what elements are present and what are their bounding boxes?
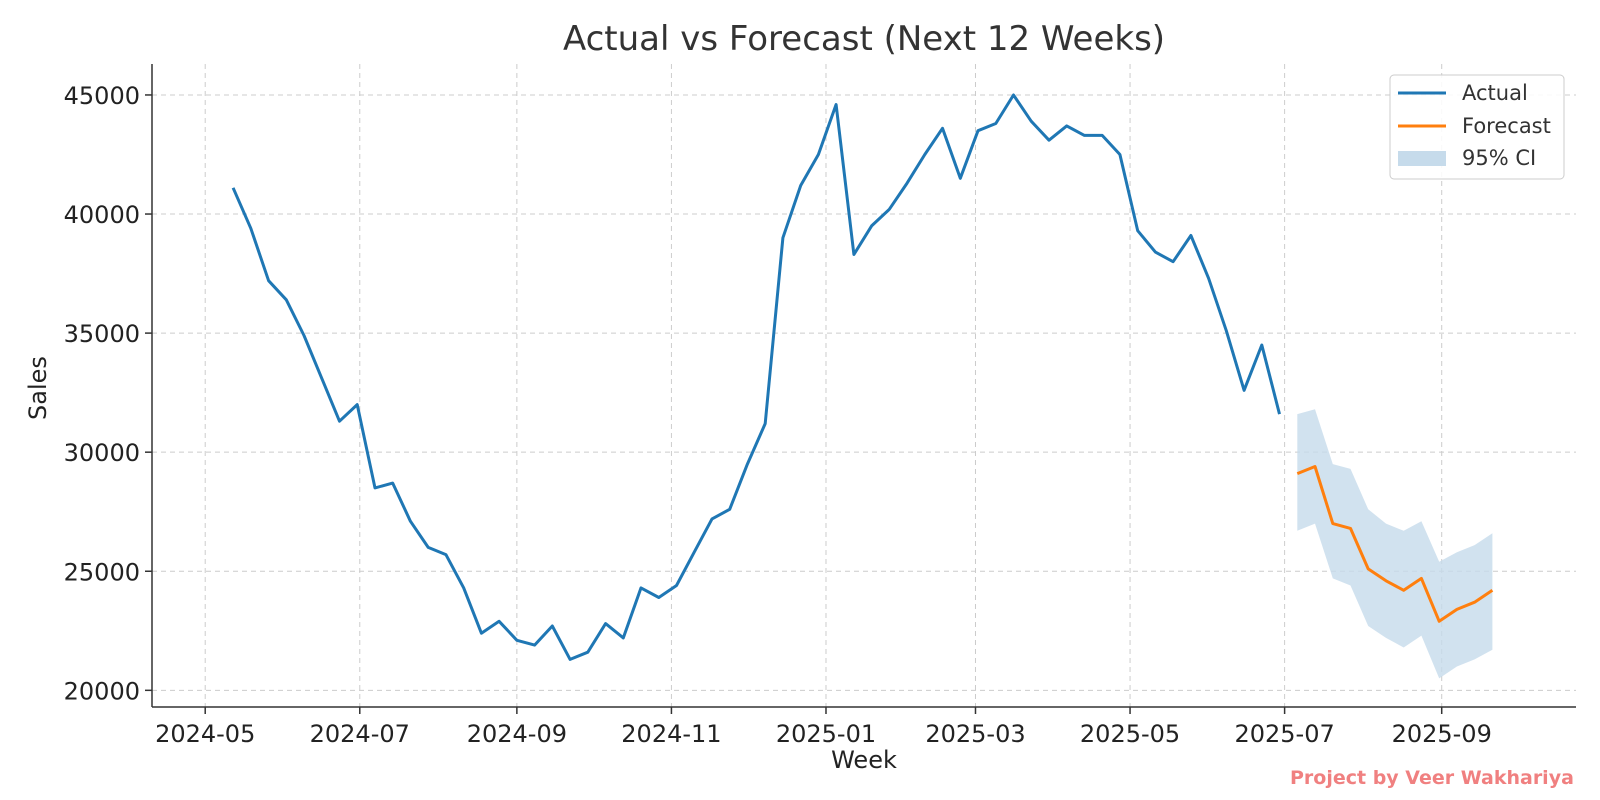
ci-band [1297, 409, 1493, 679]
x-tick-label: 2024-05 [155, 720, 255, 748]
x-tick-label: 2025-07 [1234, 720, 1334, 748]
axes [151, 64, 1576, 708]
actual-line [231, 93, 1281, 661]
legend-ci-swatch [1398, 151, 1446, 166]
x-tick-label: 2024-07 [310, 720, 410, 748]
x-ticks: 2024-05 2024-07 2024-09 2024-11 2025-01 2025-… [155, 707, 1492, 748]
y-tick-label: 30000 [64, 439, 140, 467]
x-tick-label: 2024-11 [621, 720, 721, 748]
ci-band-group [1297, 409, 1493, 679]
y-tick-label: 35000 [64, 320, 140, 348]
x-tick-label: 2025-01 [776, 720, 876, 748]
legend-ci-label: 95% CI [1462, 146, 1536, 170]
y-tick-label: 45000 [64, 82, 140, 110]
y-ticks: 20000 25000 30000 35000 40000 45000 [64, 82, 152, 705]
grid [152, 64, 1576, 707]
forecast-line [1296, 465, 1494, 623]
chart-title: Actual vs Forecast (Next 12 Weeks) [563, 19, 1165, 59]
x-tick-label: 2024-09 [467, 720, 567, 748]
legend: Actual Forecast 95% CI [1389, 74, 1565, 180]
y-tick-label: 25000 [64, 558, 140, 586]
y-axis-label: Sales [24, 356, 52, 420]
series-group [231, 93, 1494, 661]
x-tick-label: 2025-05 [1080, 720, 1180, 748]
y-tick-label: 20000 [64, 677, 140, 705]
x-tick-label: 2025-03 [925, 720, 1025, 748]
y-tick-label: 40000 [64, 201, 140, 229]
legend-actual-label: Actual [1462, 81, 1528, 105]
x-tick-label: 2025-09 [1392, 720, 1492, 748]
watermark: Project by Veer Wakhariya [1290, 767, 1574, 789]
legend-forecast-label: Forecast [1462, 114, 1551, 138]
x-axis-label: Week [831, 746, 897, 774]
